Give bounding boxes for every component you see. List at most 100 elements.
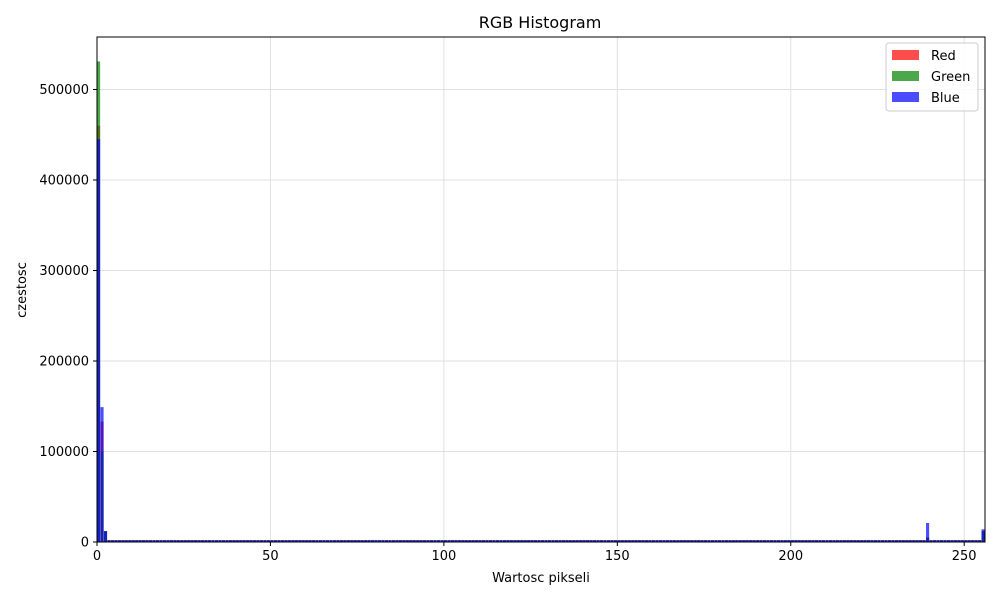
bar-blue bbox=[426, 540, 430, 542]
bar-blue bbox=[183, 540, 187, 542]
bar-blue bbox=[735, 540, 739, 542]
bar-blue bbox=[492, 540, 496, 542]
bar-blue bbox=[443, 540, 447, 542]
bar-blue bbox=[790, 540, 794, 542]
bar-blue bbox=[794, 540, 798, 542]
bar-blue bbox=[194, 540, 198, 542]
bar-blue bbox=[506, 540, 510, 542]
bar-blue bbox=[155, 540, 160, 542]
bar-blue bbox=[495, 540, 500, 542]
bar-blue bbox=[801, 540, 805, 542]
bar-blue bbox=[756, 540, 760, 542]
bar-blue bbox=[461, 540, 465, 542]
bar-blue bbox=[828, 540, 833, 542]
bar-blue bbox=[277, 540, 281, 542]
grid-lines bbox=[96, 37, 985, 543]
bar-blue bbox=[638, 540, 642, 542]
bar-blue bbox=[367, 540, 371, 542]
legend: Red Green Blue bbox=[885, 42, 979, 112]
bar-blue bbox=[218, 540, 222, 542]
bar-blue bbox=[436, 540, 441, 542]
bar-blue bbox=[343, 540, 347, 542]
bar-blue bbox=[440, 540, 444, 542]
bar-blue bbox=[867, 540, 871, 542]
bar-blue bbox=[509, 540, 513, 542]
bar-blue bbox=[97, 139, 101, 542]
bar-blue bbox=[430, 540, 434, 542]
bar-blue bbox=[610, 540, 614, 542]
y-tick-label: 300000 bbox=[39, 264, 89, 279]
bar-blue bbox=[662, 540, 666, 542]
bar-blue bbox=[475, 540, 479, 542]
bar-blue bbox=[159, 540, 163, 542]
bar-blue bbox=[471, 540, 475, 542]
legend-label-blue: Blue bbox=[931, 91, 960, 106]
bar-blue bbox=[627, 540, 631, 542]
bar-blue bbox=[915, 540, 919, 542]
x-axis-ticks: 0 50 100 150 200 250 bbox=[93, 542, 977, 564]
bar-blue bbox=[645, 540, 649, 542]
bar-blue bbox=[558, 540, 562, 542]
bar-blue bbox=[260, 540, 264, 542]
bar-blue bbox=[561, 540, 565, 542]
bar-blue bbox=[929, 540, 933, 542]
bar-blue bbox=[808, 540, 812, 542]
bar-blue bbox=[804, 540, 808, 542]
bar-blue bbox=[759, 540, 763, 542]
bar-blue bbox=[825, 540, 829, 542]
bar-blue bbox=[700, 540, 704, 542]
bar-blue bbox=[971, 540, 975, 542]
y-axis-ticks: 0 100000 200000 300000 400000 500000 bbox=[39, 83, 97, 551]
bar-blue bbox=[488, 540, 493, 542]
bar-blue bbox=[110, 540, 114, 542]
bar-blue bbox=[742, 540, 746, 542]
bar-blue bbox=[398, 540, 402, 542]
bar-blue bbox=[860, 540, 864, 542]
bar-blue bbox=[811, 540, 815, 542]
bar-blue bbox=[204, 540, 208, 542]
bar-blue bbox=[853, 540, 857, 542]
bar-blue bbox=[926, 522, 930, 542]
bar-blue bbox=[690, 540, 694, 542]
bar-blue bbox=[870, 540, 874, 542]
bar-blue bbox=[631, 540, 635, 542]
bar-blue bbox=[596, 540, 600, 542]
bar-blue bbox=[107, 540, 111, 542]
bar-blue bbox=[142, 540, 146, 542]
y-tick-label: 500000 bbox=[39, 83, 89, 98]
bar-blue bbox=[541, 540, 545, 542]
bar-blue bbox=[575, 540, 579, 542]
bar-blue bbox=[658, 540, 663, 542]
bar-blue bbox=[686, 540, 690, 542]
bar-blue bbox=[769, 540, 774, 542]
bar-blue bbox=[502, 540, 506, 542]
bar-blue bbox=[586, 540, 590, 542]
bar-blue bbox=[676, 540, 680, 542]
bar-blue bbox=[783, 540, 787, 542]
bar-blue bbox=[887, 540, 891, 542]
bar-blue bbox=[253, 540, 257, 542]
bar-blue bbox=[880, 540, 885, 542]
bar-blue bbox=[402, 540, 406, 542]
bar-blue bbox=[364, 540, 368, 542]
bar-blue bbox=[322, 540, 326, 542]
bar-blue bbox=[499, 540, 503, 542]
x-tick-label: 200 bbox=[778, 549, 803, 564]
bar-blue bbox=[395, 540, 399, 542]
bar-blue bbox=[613, 540, 617, 542]
bar-blue bbox=[773, 540, 777, 542]
bar-blue bbox=[707, 540, 711, 542]
bar-blue bbox=[821, 540, 826, 542]
bar-blue bbox=[908, 540, 912, 542]
bar-blue bbox=[901, 540, 905, 542]
bar-blue bbox=[409, 540, 413, 542]
bar-blue bbox=[225, 540, 229, 542]
bar-blue bbox=[513, 540, 517, 542]
bar-blue bbox=[433, 540, 437, 542]
bar-blue bbox=[145, 540, 149, 542]
bar-blue bbox=[131, 540, 135, 542]
bar-blue bbox=[516, 540, 520, 542]
bar-blue bbox=[305, 540, 309, 542]
bar-blue bbox=[263, 540, 267, 542]
bar-blue bbox=[849, 540, 853, 542]
